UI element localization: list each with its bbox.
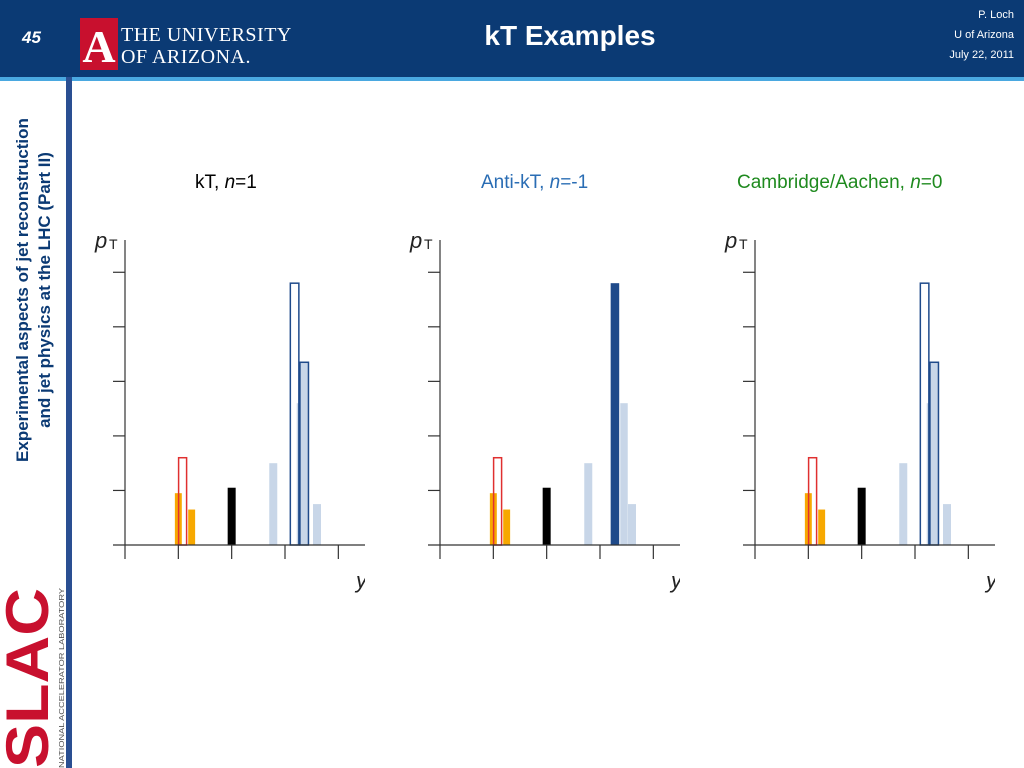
x-axis-label: y [984, 568, 995, 593]
logo-text-line1: THE UNIVERSITY [121, 24, 292, 46]
logo-text-line2: OF ARIZONA. [121, 46, 251, 68]
bar-orange [818, 509, 826, 545]
date: July 22, 2011 [949, 49, 1014, 61]
label-ca-suffix: =0 [920, 172, 943, 193]
slide-header [0, 0, 1024, 77]
sidebar-title: Experimental aspects of jet reconstructi… [12, 80, 56, 500]
label-antikt: Anti-kT, n=-1 [481, 172, 588, 194]
university-logo: A [80, 18, 118, 72]
y-axis-label: p [409, 228, 422, 253]
sidebar [0, 81, 66, 768]
label-ca: Cambridge/Aachen, n=0 [737, 172, 942, 194]
label-kt-prefix: kT, [195, 172, 225, 193]
sidebar-accent-line [66, 77, 72, 768]
slac-logo: SLAC NATIONAL ACCELERATOR LABORATORY [0, 588, 66, 768]
bar-light [313, 504, 321, 545]
slide-title: kT Examples [484, 20, 656, 51]
affiliation: U of Arizona [954, 29, 1014, 41]
y-axis-label-sub: T [109, 236, 118, 252]
label-ca-var: n [910, 172, 921, 193]
bar-navy-outline-fill [929, 361, 940, 546]
chart-antikt: pTy [409, 228, 680, 593]
label-antikt-prefix: Anti-kT, [481, 172, 550, 193]
bar-orange [503, 509, 511, 545]
bar-light [943, 504, 951, 545]
chart-kt: pTy [94, 228, 365, 593]
x-axis-label: y [354, 568, 365, 593]
label-kt-suffix: =1 [235, 172, 257, 193]
bar-light [269, 463, 278, 545]
bar-navy-fill [610, 283, 620, 545]
slide-number: 45 [22, 28, 41, 47]
y-axis-label: p [724, 228, 737, 253]
logo-letter: A [82, 21, 115, 72]
bar-orange [188, 509, 196, 545]
label-antikt-suffix: =-1 [560, 172, 589, 193]
y-axis-label-sub: T [424, 236, 433, 252]
bar-navy-outline-fill [299, 361, 310, 546]
y-axis-label: p [94, 228, 107, 253]
bar-black [542, 487, 551, 545]
slac-letters: SLAC [0, 588, 61, 768]
y-axis-label-sub: T [739, 236, 748, 252]
bar-black [227, 487, 236, 545]
bar-black [857, 487, 866, 545]
bar-light [620, 403, 628, 545]
chart-cambridge-aachen: pTy [724, 228, 995, 593]
label-kt: kT, n=1 [195, 172, 257, 194]
author: P. Loch [978, 9, 1014, 21]
label-antikt-var: n [549, 172, 561, 193]
label-ca-prefix: Cambridge/Aachen, [737, 172, 911, 193]
sidebar-title-line1: Experimental aspects of jet reconstructi… [13, 118, 32, 462]
bar-light [584, 463, 593, 545]
label-kt-var: n [224, 172, 236, 193]
header-accent-line [0, 77, 1024, 81]
sidebar-title-line2: and jet physics at the LHC (Part II) [35, 152, 54, 428]
bar-light [899, 463, 908, 545]
logo-block-a [80, 18, 118, 70]
bar-light [628, 504, 636, 545]
slac-caption: NATIONAL ACCELERATOR LABORATORY [59, 588, 66, 768]
x-axis-label: y [669, 568, 680, 593]
